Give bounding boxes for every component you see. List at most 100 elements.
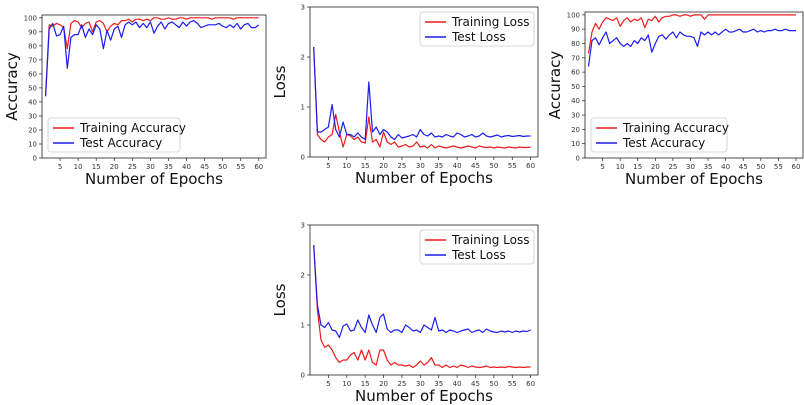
- x-tick-label: 55: [508, 380, 517, 388]
- x-tick-label: 10: [74, 163, 83, 171]
- series-line-training: [313, 46, 531, 149]
- y-tick-label: 70: [28, 56, 37, 64]
- x-tick-label: 40: [453, 162, 462, 170]
- x-tick-label: 45: [200, 163, 209, 171]
- x-tick-label: 15: [633, 163, 642, 171]
- x-tick-label: 35: [434, 380, 443, 388]
- y-axis-label: Loss: [271, 283, 289, 316]
- x-tick-label: 15: [361, 162, 370, 170]
- y-tick-label: 40: [571, 97, 580, 105]
- plot-frame: [584, 11, 804, 159]
- x-tick-label: 50: [489, 162, 498, 170]
- x-axis-label: Number of Epochs: [355, 387, 493, 405]
- y-tick-label: 100: [567, 11, 580, 19]
- y-tick-label: 30: [28, 112, 37, 120]
- x-tick-label: 45: [471, 380, 480, 388]
- x-tick-label: 5: [600, 163, 604, 171]
- plot-frame: [309, 224, 539, 376]
- x-tick-label: 20: [379, 380, 388, 388]
- x-tick-label: 30: [416, 162, 425, 170]
- y-tick-label: 50: [571, 83, 580, 91]
- x-tick-label: 30: [686, 163, 695, 171]
- x-tick-label: 50: [218, 163, 227, 171]
- y-tick-label: 0: [301, 372, 305, 380]
- y-tick-label: 3: [301, 222, 305, 230]
- y-axis-label: Accuracy: [546, 51, 564, 120]
- legend-box: [419, 11, 535, 47]
- legend-label: Training Accuracy: [79, 121, 186, 135]
- y-tick-label: 2: [301, 54, 305, 62]
- x-tick-label: 30: [146, 163, 155, 171]
- series-line-training: [587, 14, 796, 54]
- x-tick-label: 25: [397, 380, 406, 388]
- legend-box: [590, 117, 728, 153]
- x-tick-label: 25: [397, 162, 406, 170]
- y-tick-label: 30: [571, 112, 580, 120]
- y-tick-label: 20: [28, 126, 37, 134]
- y-tick-label: 0: [576, 155, 580, 163]
- x-tick-label: 35: [434, 162, 443, 170]
- x-tick-label: 50: [756, 163, 765, 171]
- legend-label: Test Accuracy: [622, 136, 705, 150]
- plot-frame: [41, 14, 267, 159]
- x-tick-label: 5: [326, 380, 330, 388]
- y-tick-label: 90: [571, 26, 580, 34]
- x-tick-label: 40: [453, 380, 462, 388]
- x-tick-label: 60: [526, 162, 535, 170]
- x-tick-label: 45: [739, 163, 748, 171]
- series-line-test: [587, 28, 796, 67]
- x-tick-label: 60: [792, 163, 801, 171]
- x-tick-label: 10: [342, 162, 351, 170]
- legend-label: Training Loss: [451, 15, 529, 29]
- x-tick-label: 15: [361, 380, 370, 388]
- x-tick-label: 55: [774, 163, 783, 171]
- legend-box: [419, 229, 535, 265]
- x-tick-label: 60: [254, 163, 263, 171]
- chart-2: 5 10 15 20 25 30 35 40 45 50 55 60 0 1 2 3 Number of Epo…: [271, 4, 539, 187]
- y-tick-label: 2: [301, 272, 305, 280]
- x-axis-label: Number of Epochs: [625, 170, 763, 188]
- y-axis-label: Loss: [271, 65, 289, 98]
- x-tick-label: 55: [236, 163, 245, 171]
- x-axis-label: Number of Epochs: [85, 170, 223, 188]
- legend-label: Test Accuracy: [79, 136, 162, 150]
- x-tick-label: 35: [704, 163, 713, 171]
- x-tick-label: 50: [489, 380, 498, 388]
- y-tick-label: 10: [571, 140, 580, 148]
- y-tick-label: 20: [571, 126, 580, 134]
- legend-box: [47, 117, 181, 153]
- chart-1: 5 10 15 20 25 30 35 40 45 50 55 60 0 10 20 30 40 50 60 70 80…: [3, 14, 267, 188]
- x-tick-label: 5: [326, 162, 330, 170]
- y-tick-label: 70: [571, 54, 580, 62]
- x-tick-label: 30: [416, 380, 425, 388]
- y-tick-label: 60: [28, 70, 37, 78]
- x-tick-label: 40: [721, 163, 730, 171]
- x-axis-label: Number of Epochs: [355, 169, 493, 187]
- y-tick-label: 10: [28, 140, 37, 148]
- x-tick-label: 20: [110, 163, 119, 171]
- y-tick-label: 1: [301, 104, 305, 112]
- y-tick-label: 60: [571, 69, 580, 77]
- legend-label: Training Loss: [451, 233, 529, 247]
- x-tick-label: 35: [164, 163, 173, 171]
- y-tick-label: 80: [571, 40, 580, 48]
- x-tick-label: 40: [182, 163, 191, 171]
- series-line-training: [313, 244, 531, 369]
- x-tick-label: 20: [379, 162, 388, 170]
- y-tick-label: 40: [28, 98, 37, 106]
- legend-label: Test Loss: [451, 30, 506, 44]
- chart-4: 5 10 15 20 25 30 35 40 45 50 55 60 0 1 2 3 Number of Epo…: [271, 222, 539, 405]
- y-tick-label: 90: [28, 28, 37, 36]
- y-tick-label: 0: [33, 155, 37, 163]
- y-axis-label: Accuracy: [3, 52, 21, 121]
- y-tick-label: 50: [28, 84, 37, 92]
- x-tick-label: 25: [128, 163, 137, 171]
- legend-label: Test Loss: [451, 248, 506, 262]
- x-tick-label: 5: [58, 163, 62, 171]
- x-tick-label: 15: [92, 163, 101, 171]
- series-line-test: [45, 20, 260, 97]
